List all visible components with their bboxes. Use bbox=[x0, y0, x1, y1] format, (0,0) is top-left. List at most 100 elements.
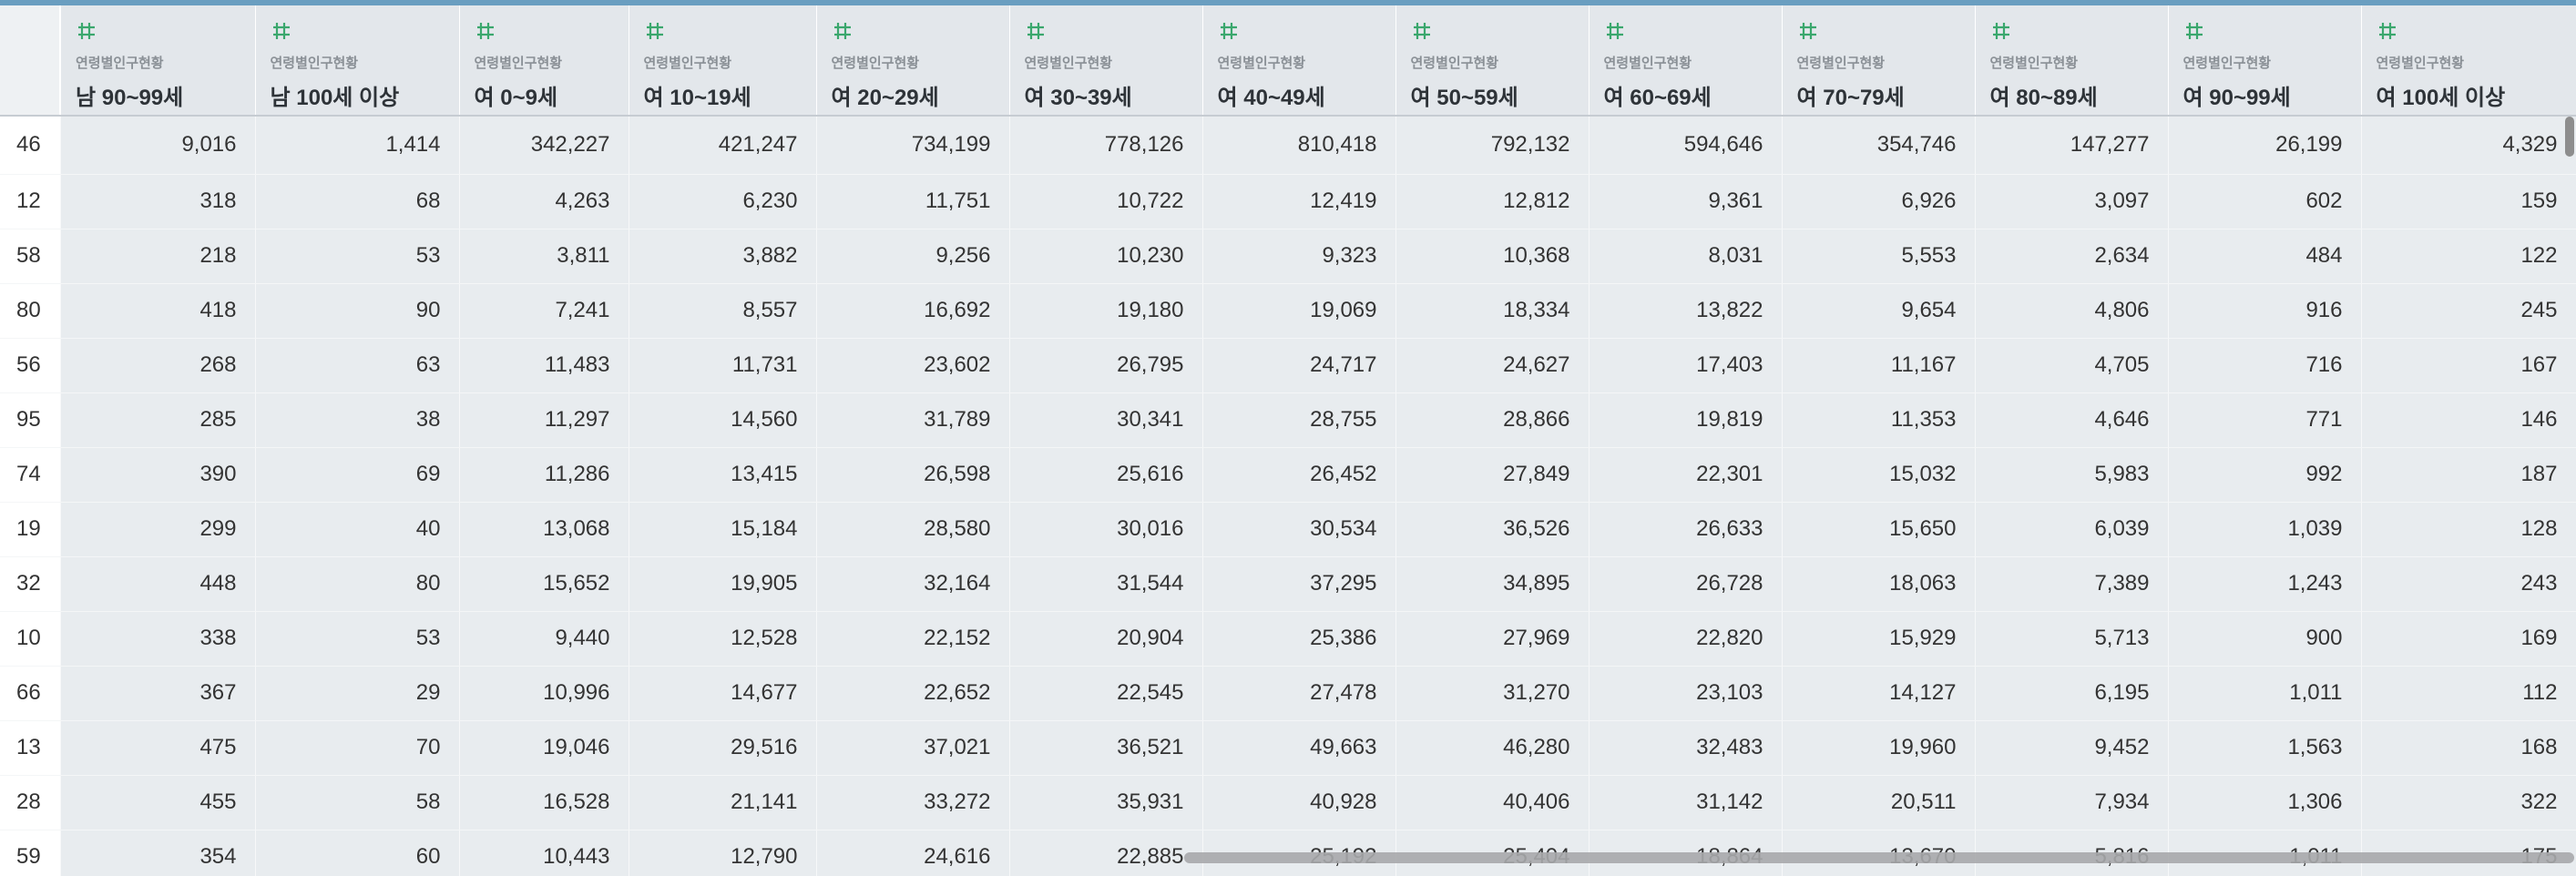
table-cell[interactable]: 29 bbox=[255, 666, 460, 721]
table-cell[interactable]: 40 bbox=[255, 502, 460, 557]
table-cell[interactable]: 17,403 bbox=[1589, 338, 1783, 393]
table-cell[interactable]: 28,580 bbox=[816, 502, 1010, 557]
column-header[interactable]: 연령별인구현황 여 20~29세 bbox=[816, 0, 1010, 117]
table-cell[interactable]: 169 bbox=[2361, 611, 2576, 667]
table-cell[interactable]: 16,528 bbox=[459, 775, 629, 830]
table-cell[interactable]: 46,280 bbox=[1395, 720, 1590, 776]
table-cell[interactable]: 5,713 bbox=[1975, 611, 2169, 667]
table-cell[interactable]: 63 bbox=[255, 338, 460, 393]
table-cell[interactable]: 38 bbox=[255, 392, 460, 448]
table-cell[interactable]: 33,272 bbox=[816, 775, 1010, 830]
table-cell[interactable]: 448 bbox=[60, 556, 256, 612]
table-cell[interactable]: 19,046 bbox=[459, 720, 629, 776]
table-cell[interactable]: 11,297 bbox=[459, 392, 629, 448]
table-cell[interactable]: 10,368 bbox=[1395, 229, 1590, 284]
table-cell[interactable]: 21,141 bbox=[629, 775, 817, 830]
table-cell[interactable]: 22,885 bbox=[1009, 830, 1203, 876]
table-cell[interactable]: 900 bbox=[2168, 611, 2362, 667]
table-cell[interactable]: 475 bbox=[60, 720, 256, 776]
table-cell[interactable]: 159 bbox=[2361, 174, 2576, 229]
table-cell[interactable]: 8,557 bbox=[629, 283, 817, 339]
table-cell[interactable]: 19,960 bbox=[1782, 720, 1976, 776]
table-cell[interactable]: 69 bbox=[255, 447, 460, 503]
table-cell[interactable]: 10,996 bbox=[459, 666, 629, 721]
table-cell[interactable]: 2,634 bbox=[1975, 229, 2169, 284]
table-cell[interactable]: 12,528 bbox=[629, 611, 817, 667]
table-cell[interactable]: 7,389 bbox=[1975, 556, 2169, 612]
table-cell[interactable]: 6,926 bbox=[1782, 174, 1976, 229]
table-cell[interactable]: 9,440 bbox=[459, 611, 629, 667]
table-cell[interactable]: 19,069 bbox=[1202, 283, 1396, 339]
table-cell[interactable]: 354 bbox=[60, 830, 256, 876]
table-cell[interactable]: 1,011 bbox=[2168, 666, 2362, 721]
table-cell[interactable]: 31,789 bbox=[816, 392, 1010, 448]
table-cell[interactable]: 26,452 bbox=[1202, 447, 1396, 503]
table-cell[interactable]: 31,142 bbox=[1589, 775, 1783, 830]
table-cell[interactable]: 9,016 bbox=[60, 116, 256, 175]
table-cell[interactable]: 18,334 bbox=[1395, 283, 1590, 339]
table-cell[interactable]: 992 bbox=[2168, 447, 2362, 503]
table-cell[interactable]: 36,526 bbox=[1395, 502, 1590, 557]
table-cell[interactable]: 7,934 bbox=[1975, 775, 2169, 830]
table-cell[interactable]: 243 bbox=[2361, 556, 2576, 612]
table-cell[interactable]: 15,032 bbox=[1782, 447, 1976, 503]
table-cell[interactable]: 24,717 bbox=[1202, 338, 1396, 393]
table-cell[interactable]: 12,790 bbox=[629, 830, 817, 876]
table-cell[interactable]: 10,230 bbox=[1009, 229, 1203, 284]
table-cell[interactable]: 22,820 bbox=[1589, 611, 1783, 667]
table-cell[interactable]: 390 bbox=[60, 447, 256, 503]
table-cell[interactable]: 9,452 bbox=[1975, 720, 2169, 776]
table-cell[interactable]: 168 bbox=[2361, 720, 2576, 776]
table-cell[interactable]: 792,132 bbox=[1395, 116, 1590, 175]
table-cell[interactable]: 15,652 bbox=[459, 556, 629, 612]
column-header[interactable]: 연령별인구현황 여 0~9세 bbox=[459, 0, 629, 117]
table-cell[interactable]: 5,553 bbox=[1782, 229, 1976, 284]
table-cell[interactable]: 245 bbox=[2361, 283, 2576, 339]
table-cell[interactable]: 53 bbox=[255, 611, 460, 667]
table-cell[interactable]: 26,633 bbox=[1589, 502, 1783, 557]
table-cell[interactable]: 3,811 bbox=[459, 229, 629, 284]
table-cell[interactable]: 187 bbox=[2361, 447, 2576, 503]
table-cell[interactable]: 25,616 bbox=[1009, 447, 1203, 503]
column-header[interactable]: 연령별인구현황 여 30~39세 bbox=[1009, 0, 1203, 117]
table-cell[interactable]: 11,483 bbox=[459, 338, 629, 393]
column-header[interactable]: 연령별인구현황 여 90~99세 bbox=[2168, 0, 2362, 117]
table-cell[interactable]: 13,415 bbox=[629, 447, 817, 503]
table-cell[interactable]: 26,598 bbox=[816, 447, 1010, 503]
table-cell[interactable]: 342,227 bbox=[459, 116, 629, 175]
table-cell[interactable]: 23,602 bbox=[816, 338, 1010, 393]
table-cell[interactable]: 285 bbox=[60, 392, 256, 448]
table-cell[interactable]: 58 bbox=[255, 775, 460, 830]
table-cell[interactable]: 3,882 bbox=[629, 229, 817, 284]
table-cell[interactable]: 5,983 bbox=[1975, 447, 2169, 503]
table-cell[interactable]: 20,511 bbox=[1782, 775, 1976, 830]
column-header[interactable]: 연령별인구현황 여 40~49세 bbox=[1202, 0, 1396, 117]
column-header[interactable]: 연령별인구현황 여 80~89세 bbox=[1975, 0, 2169, 117]
table-cell[interactable]: 11,167 bbox=[1782, 338, 1976, 393]
table-cell[interactable]: 49,663 bbox=[1202, 720, 1396, 776]
table-cell[interactable]: 22,301 bbox=[1589, 447, 1783, 503]
table-cell[interactable]: 716 bbox=[2168, 338, 2362, 393]
table-cell[interactable]: 22,152 bbox=[816, 611, 1010, 667]
table-cell[interactable]: 22,652 bbox=[816, 666, 1010, 721]
table-cell[interactable]: 734,199 bbox=[816, 116, 1010, 175]
table-cell[interactable]: 167 bbox=[2361, 338, 2576, 393]
table-cell[interactable]: 11,751 bbox=[816, 174, 1010, 229]
table-cell[interactable]: 810,418 bbox=[1202, 116, 1396, 175]
table-cell[interactable]: 37,021 bbox=[816, 720, 1010, 776]
table-cell[interactable]: 9,323 bbox=[1202, 229, 1396, 284]
table-cell[interactable]: 14,677 bbox=[629, 666, 817, 721]
table-cell[interactable]: 14,560 bbox=[629, 392, 817, 448]
table-cell[interactable]: 27,478 bbox=[1202, 666, 1396, 721]
column-header[interactable]: 연령별인구현황 남 100세 이상 bbox=[255, 0, 460, 117]
table-cell[interactable]: 80 bbox=[255, 556, 460, 612]
table-cell[interactable]: 90 bbox=[255, 283, 460, 339]
table-cell[interactable]: 7,241 bbox=[459, 283, 629, 339]
table-cell[interactable]: 299 bbox=[60, 502, 256, 557]
table-cell[interactable]: 594,646 bbox=[1589, 116, 1783, 175]
table-cell[interactable]: 10,722 bbox=[1009, 174, 1203, 229]
table-cell[interactable]: 12,419 bbox=[1202, 174, 1396, 229]
column-header[interactable]: 연령별인구현황 여 100세 이상 bbox=[2361, 0, 2576, 117]
table-cell[interactable]: 218 bbox=[60, 229, 256, 284]
table-cell[interactable]: 112 bbox=[2361, 666, 2576, 721]
